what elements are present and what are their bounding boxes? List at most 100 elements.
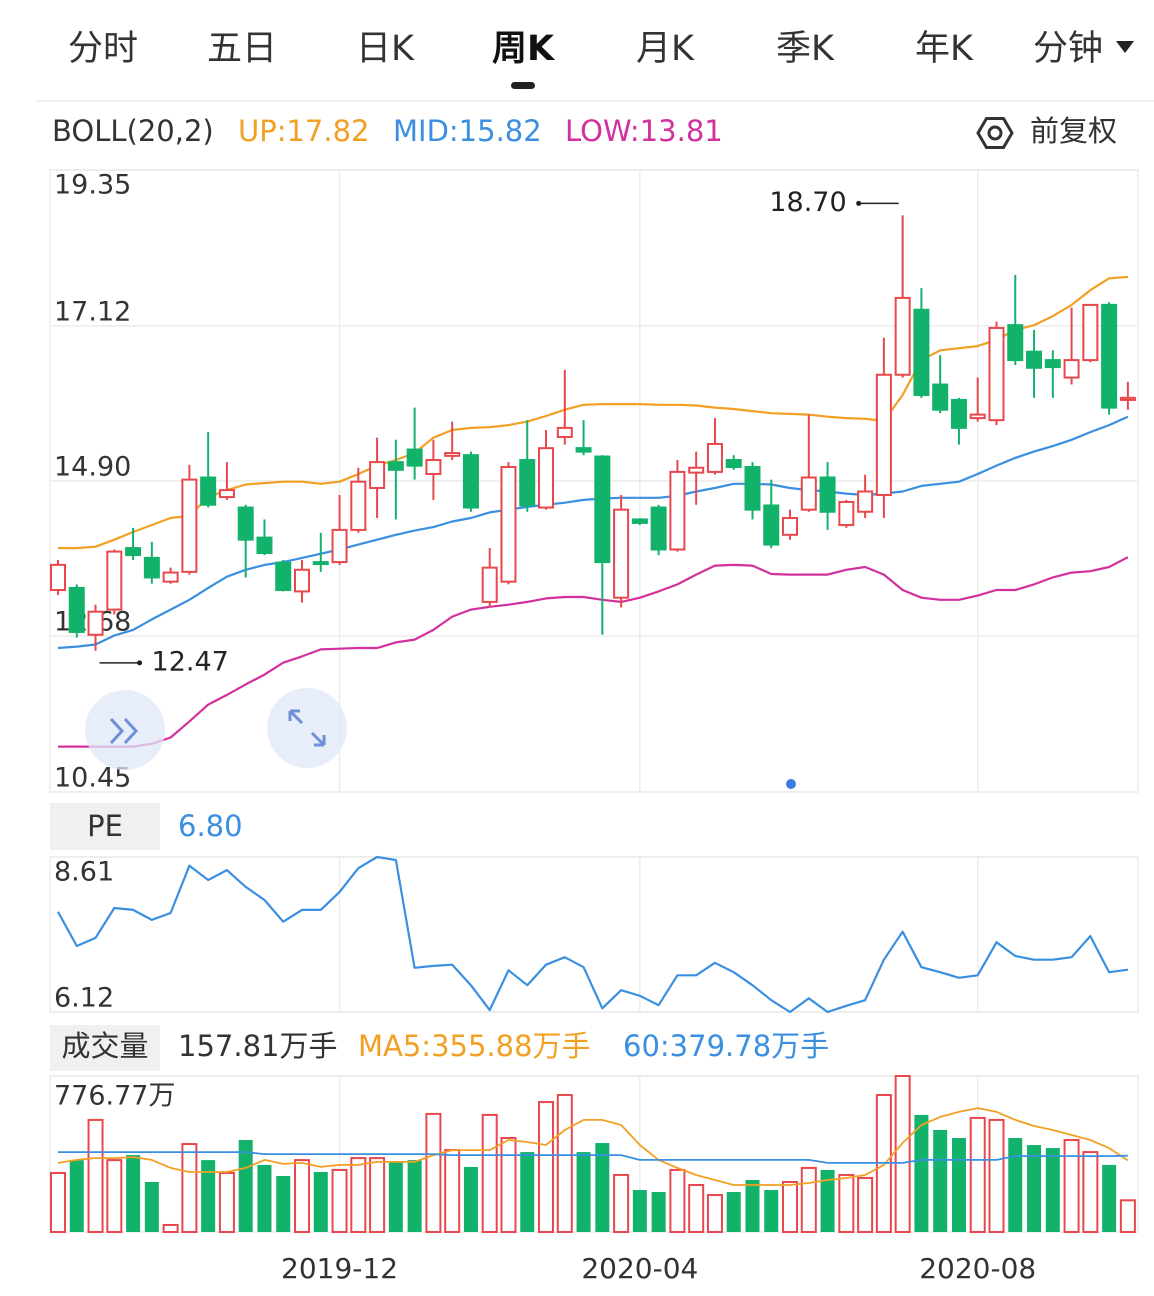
x-tick-label: 2019-12 (281, 1252, 398, 1285)
legend-low: LOW:13.81 (565, 114, 723, 148)
tab[interactable]: 分时 (68, 29, 138, 69)
volume-bar (1027, 1145, 1042, 1232)
legend-ma5: MA5:355.88万手 (358, 1029, 591, 1063)
candle-body (894, 296, 911, 376)
tab[interactable]: 周K (492, 29, 556, 69)
candle-body (1082, 303, 1099, 362)
scroll-button[interactable] (85, 690, 165, 770)
boll-line (57, 415, 1129, 650)
candle-body (200, 476, 217, 506)
dropdown-arrow[interactable] (1116, 41, 1134, 53)
annotation-dot (137, 660, 143, 666)
boll-line (58, 556, 1129, 748)
y-tick-label: 8.61 (54, 857, 114, 888)
volume-bar (764, 1190, 779, 1232)
boll-line (58, 275, 1128, 550)
candle-body (406, 448, 423, 467)
volume-title: 成交量 (61, 1029, 148, 1063)
volume-bar (820, 1169, 835, 1232)
volume-bar (632, 1190, 647, 1232)
x-tick-label: 2020-04 (581, 1252, 698, 1285)
tab[interactable]: 年K (915, 29, 974, 69)
candle-body (575, 447, 592, 453)
pe-tag (50, 803, 160, 850)
volume-ma-line (58, 1151, 1128, 1164)
volume-bar (425, 1112, 442, 1234)
candle-body (838, 500, 855, 527)
candle-body (125, 547, 142, 557)
candle-body (500, 466, 517, 583)
candle-body (218, 489, 235, 499)
volume-bar (782, 1180, 799, 1233)
candle-body (256, 536, 273, 554)
candle-body (706, 442, 723, 473)
period-tabs: 分时 五日 日K 周K 月K 季K 年K 分钟 (68, 29, 1103, 89)
candle-body (294, 568, 311, 593)
volume-bar (313, 1171, 328, 1232)
y-tick-label: 6.12 (54, 983, 114, 1014)
candle-body (782, 517, 799, 536)
candle-body (950, 398, 967, 429)
volume-value: 157.81万手 (178, 1029, 337, 1063)
candle-body (481, 566, 498, 603)
volume-bar (1102, 1164, 1117, 1232)
indicator-title: BOLL(20,2) (52, 114, 214, 148)
pe-title: PE (87, 809, 123, 843)
tab-indicator (511, 82, 535, 89)
volume-bar (331, 1168, 348, 1233)
candle-body (68, 586, 85, 633)
volume-bar (481, 1113, 498, 1234)
candle-body (387, 461, 404, 471)
candle-body (1101, 303, 1118, 409)
candle-body (875, 373, 892, 496)
adjust-icon[interactable] (976, 117, 1014, 149)
candle-body (594, 455, 611, 564)
x-tick-label: 2020-08 (919, 1252, 1036, 1285)
annotation-dot (856, 200, 862, 206)
volume-bar (106, 1159, 123, 1234)
adjust-label[interactable]: 前复权 (1030, 114, 1117, 148)
candle-body (631, 518, 648, 524)
volume-bar (369, 1157, 386, 1234)
candle-body (87, 610, 104, 636)
expand-button[interactable] (267, 688, 347, 768)
volume-bar (201, 1160, 216, 1232)
y-tick-label: 14.90 (54, 452, 131, 483)
volume-bar (613, 1173, 630, 1234)
volume-bar (463, 1166, 478, 1232)
candle-body (1119, 396, 1136, 401)
volume-bar (50, 1171, 66, 1233)
candle-body (181, 478, 198, 573)
volume-bar (1008, 1138, 1023, 1232)
candle-body (1044, 359, 1061, 369)
tab[interactable]: 日K (356, 29, 415, 69)
candle-body (237, 506, 254, 541)
page-dot (786, 779, 796, 789)
y-tick-label: 17.12 (54, 296, 131, 327)
annotation-label: 18.70 (769, 187, 846, 218)
tab[interactable]: 分钟 (1033, 29, 1103, 69)
volume-bar (407, 1160, 422, 1232)
volume-bar (988, 1118, 1005, 1233)
volume-bar (800, 1166, 817, 1233)
volume-bar (350, 1157, 367, 1234)
tab[interactable]: 月K (636, 29, 695, 69)
y-tick-label: 776.77万 (54, 1081, 175, 1112)
volume-bar (595, 1143, 610, 1232)
tab[interactable]: 五日 (207, 29, 277, 69)
volume-bar (538, 1101, 555, 1233)
candle-body (969, 413, 986, 420)
candle-body (519, 459, 536, 507)
candle-body (819, 476, 836, 513)
candle-body (331, 528, 348, 564)
legend-up: UP:17.82 (238, 114, 370, 148)
volume-bar (688, 1184, 705, 1233)
candle-body (1007, 324, 1024, 362)
volume-bar (520, 1152, 535, 1232)
tab[interactable]: 季K (776, 29, 835, 69)
candle-body (425, 459, 442, 476)
candle-body (913, 308, 930, 397)
plots: 2019-122020-042020-0810.4512.6814.9017.1… (50, 169, 1138, 1285)
candle-body (857, 490, 874, 513)
